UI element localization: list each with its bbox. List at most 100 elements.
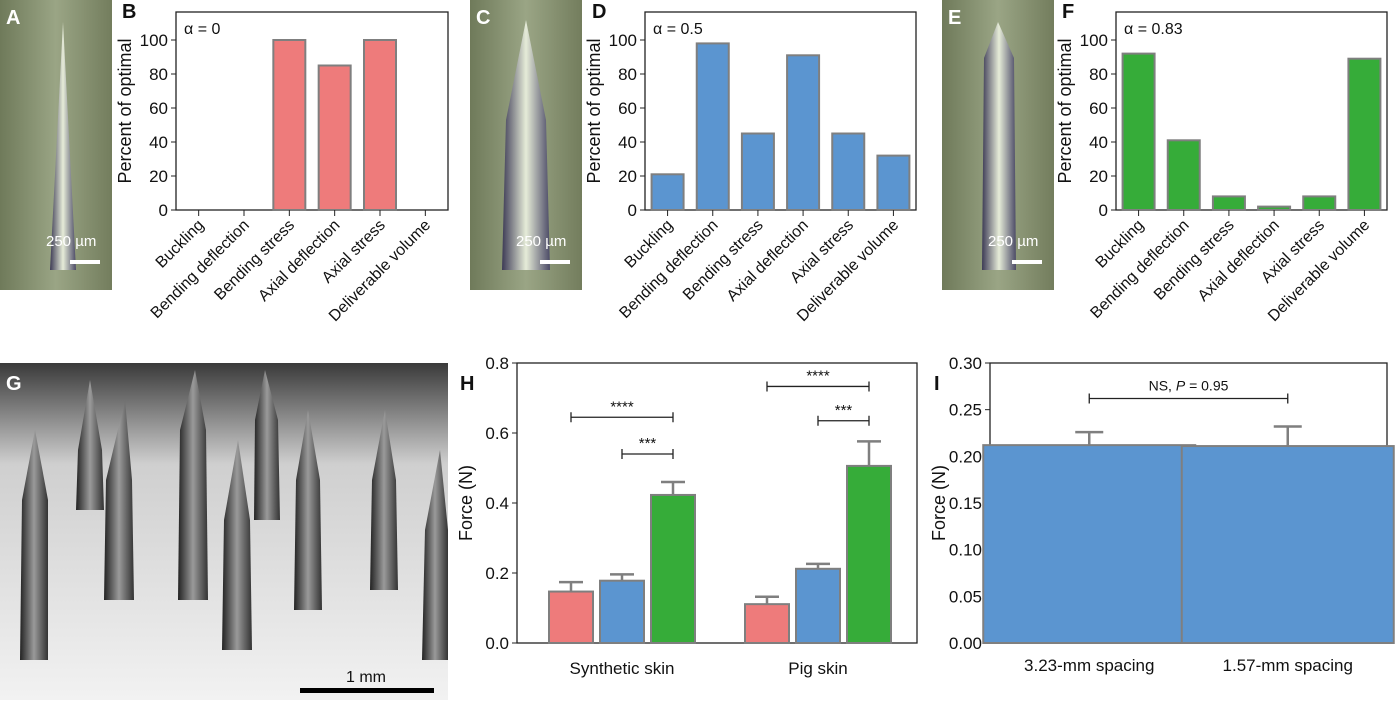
significance-label: *** (639, 435, 657, 452)
scale-bar-label-e: 250 µm (988, 233, 1038, 250)
alpha-annotation: α = 0.5 (653, 21, 703, 38)
bar (831, 132, 866, 211)
x-tick-label: Axial deflection (255, 217, 343, 305)
y-tick-label: 20 (149, 167, 168, 186)
bar-series-0 (744, 603, 790, 645)
bar (363, 39, 397, 211)
microneedle (222, 440, 252, 650)
significance-label: **** (806, 367, 830, 384)
y-tick-label: 40 (1089, 133, 1108, 152)
scale-bar-e (1012, 260, 1042, 264)
x-tick-label: Bending stress (680, 217, 767, 304)
bar-series-1 (599, 579, 645, 645)
y-tick-label: 40 (618, 133, 637, 152)
y-tick-label: 60 (618, 99, 637, 118)
y-tick-label: 0.30 (949, 354, 982, 373)
bar (876, 154, 911, 212)
scale-bar-label-c: 250 µm (516, 233, 566, 250)
y-tick-label: 0.6 (485, 424, 509, 443)
bar (1257, 205, 1292, 212)
photo-panel-e: E 250 µm (942, 0, 1054, 290)
significance-bracket (766, 381, 870, 392)
panel-label-b: B (122, 1, 136, 23)
y-tick-label: 0 (159, 201, 168, 220)
significance-text: NS, (1149, 377, 1176, 393)
bar-series-0 (548, 590, 594, 644)
x-tick-label: 1.57-mm spacing (1223, 656, 1353, 675)
sem-image-panel-g: G 1 mm (0, 363, 448, 700)
y-tick-label: 0.0 (485, 634, 509, 653)
y-tick-label: 0.4 (485, 494, 509, 513)
x-tick-label: Bending stress (211, 217, 298, 304)
y-axis-label: Percent of optimal (115, 38, 135, 183)
bar (1166, 139, 1201, 211)
bar (272, 39, 307, 211)
significance-label: NS, P = 0.95 (1149, 377, 1229, 393)
y-tick-label: 0.20 (949, 447, 982, 466)
significance-p-value: = 0.95 (1185, 377, 1228, 393)
bar (1347, 57, 1382, 212)
plot-frame (1115, 11, 1388, 211)
x-tick-label: Pig skin (788, 659, 848, 678)
alpha-annotation: α = 0.83 (1124, 21, 1183, 38)
bar (650, 173, 685, 212)
photo-panel-a: A 250 µm (0, 0, 112, 290)
y-tick-label: 0.05 (949, 587, 982, 606)
microneedle (422, 450, 448, 660)
panel-label-i: I (934, 373, 940, 395)
significance-p-symbol: P (1176, 377, 1186, 393)
significance-label: **** (610, 398, 634, 415)
x-tick-label: Synthetic skin (570, 659, 675, 678)
scale-bar-label-a: 250 µm (46, 233, 96, 250)
chart-h: H 0.0 0.2 0.4 0.6 0.8 Force (N) Synthetic skin P… (456, 354, 918, 678)
panel-label-f: F (1062, 1, 1074, 23)
y-tick-label: 80 (618, 65, 637, 84)
y-tick-label: 80 (1089, 65, 1108, 84)
microneedle (20, 430, 48, 660)
bar (1302, 195, 1337, 211)
significance-bracket (1088, 393, 1289, 404)
bar-series-1 (795, 567, 841, 644)
y-tick-label: 0.10 (949, 541, 982, 560)
x-tick-label: Axial deflection (724, 217, 812, 305)
chart-i: I 0.00 0.05 0.10 0.15 0.20 0.25 0.30 Force (N) 3.… (929, 354, 1395, 675)
y-tick-label: 100 (140, 31, 168, 50)
y-tick-label: 80 (149, 65, 168, 84)
panel-label-d: D (592, 1, 606, 23)
photo-panel-c: C 250 µm (470, 0, 582, 290)
bar (695, 42, 730, 212)
needle-image (50, 22, 76, 270)
significance-label: *** (835, 402, 853, 419)
y-axis-label: Percent of optimal (1055, 38, 1075, 183)
y-tick-label: 20 (618, 167, 637, 186)
y-tick-label: 0.25 (949, 401, 982, 420)
y-tick-label: 0.8 (485, 354, 509, 373)
y-tick-label: 40 (149, 133, 168, 152)
scale-bar-a (70, 260, 100, 264)
x-tick-label: Bending stress (1151, 217, 1238, 304)
microneedle (254, 370, 280, 520)
needle-image (502, 20, 550, 270)
microneedle (178, 370, 208, 600)
bar (982, 444, 1197, 644)
y-tick-label: 0.2 (485, 564, 509, 583)
x-tick-label: Axial deflection (1195, 217, 1283, 305)
y-axis-label: Force (N) (929, 465, 949, 541)
bar-series-2 (846, 464, 892, 644)
significance-bracket (817, 415, 870, 426)
x-tick-label: 3.23-mm spacing (1024, 656, 1154, 675)
bar (1211, 195, 1246, 211)
scale-bar-c (540, 260, 570, 264)
scale-bar-label-g: 1 mm (346, 669, 386, 686)
bar (740, 132, 775, 211)
y-tick-label: 60 (149, 99, 168, 118)
y-tick-label: 100 (609, 31, 637, 50)
panel-label-c: C (476, 7, 490, 29)
bar (1180, 445, 1395, 645)
y-tick-label: 0 (1099, 201, 1108, 220)
microneedle (294, 410, 322, 610)
microneedle (76, 380, 104, 510)
y-tick-label: 60 (1089, 99, 1108, 118)
